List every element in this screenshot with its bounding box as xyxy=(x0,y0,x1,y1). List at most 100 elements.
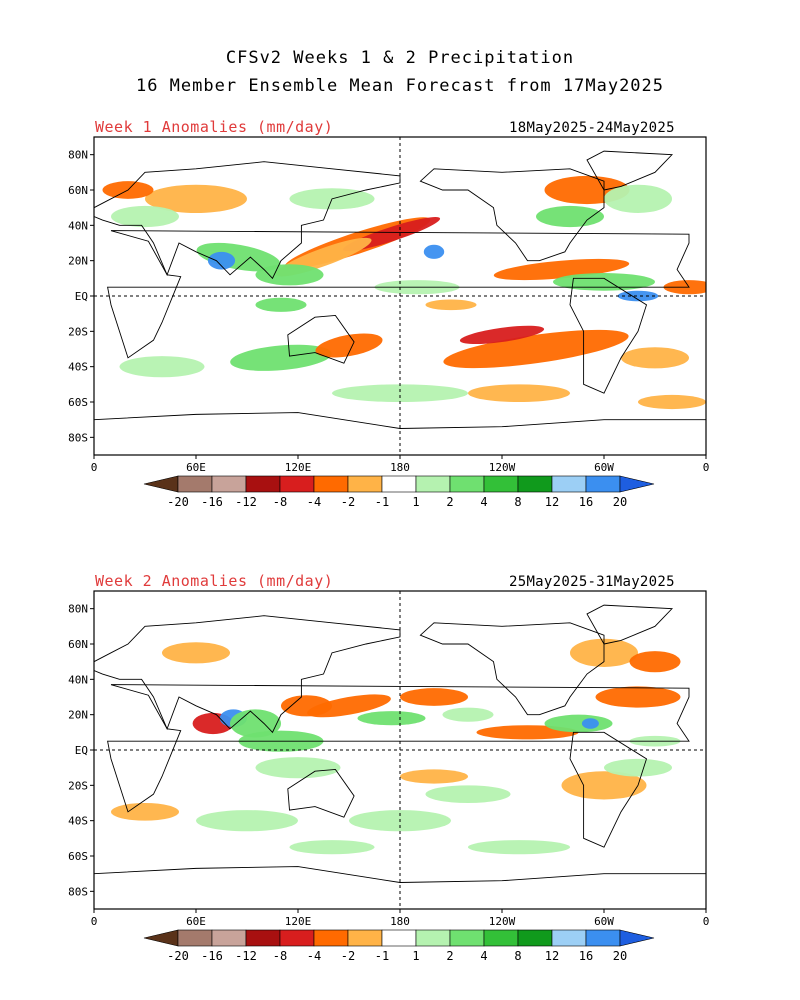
anomaly-region xyxy=(544,714,613,733)
anomaly-region xyxy=(553,273,655,291)
colorbar-label: 20 xyxy=(613,949,627,963)
colorbar-swatch xyxy=(449,475,485,493)
colorbar-arrow-right xyxy=(619,929,655,947)
colorbar-swatch xyxy=(211,929,247,947)
colorbar-label: -16 xyxy=(201,949,223,963)
lon-label: 0 xyxy=(703,915,710,928)
colorbar-label: -1 xyxy=(375,495,389,509)
anomaly-region xyxy=(119,356,205,378)
map-panel-1: 80N 60N 40N 20N EQ 20S 40S 60S 80S 0 60E 120E 180 120… xyxy=(68,136,709,474)
anomaly-region xyxy=(230,709,281,738)
anomaly-region xyxy=(255,264,324,286)
coastline xyxy=(94,866,706,909)
lat-label: 20S xyxy=(68,325,88,338)
colorbar-swatch xyxy=(211,475,247,493)
week1-dates: 18May2025-24May2025 xyxy=(509,120,675,136)
coastline xyxy=(569,731,648,848)
coastline xyxy=(419,622,605,716)
anomaly-region xyxy=(425,785,511,804)
colorbar-swatch xyxy=(517,475,553,493)
anomaly-region xyxy=(629,651,681,673)
colorbar-label: -1 xyxy=(375,949,389,963)
lat-label: 20S xyxy=(68,779,88,792)
colorbar-arrow-right xyxy=(619,475,655,493)
colorbar-swatch xyxy=(245,929,281,947)
colorbar-swatch xyxy=(381,929,417,947)
anomaly-region xyxy=(111,205,179,228)
lat-label: 40N xyxy=(68,219,88,232)
lon-label: 120E xyxy=(285,461,312,474)
anomaly-region xyxy=(162,642,230,664)
lat-label: 40S xyxy=(68,815,88,828)
lat-label: 60N xyxy=(68,184,88,197)
colorbar-label: -8 xyxy=(273,495,287,509)
anomaly-region xyxy=(196,810,298,832)
colorbar-label: -2 xyxy=(341,949,355,963)
chart-title-line2: 16 Member Ensemble Mean Forecast from 17… xyxy=(135,76,665,96)
map-panel-2: 80N 60N 40N 20N EQ 20S 40S 60S 80S 0 60E 120E 180 120… xyxy=(68,590,710,928)
colorbar-swatch xyxy=(279,929,315,947)
colorbar-swatch xyxy=(551,929,587,947)
anomaly-region xyxy=(621,347,689,369)
lat-label: 60S xyxy=(68,850,88,863)
anomaly-region xyxy=(400,769,468,784)
chart-title-line1: CFSv2 Weeks 1 & 2 Precipitation xyxy=(225,48,575,68)
anomaly-region xyxy=(400,688,468,706)
anomaly-region xyxy=(638,394,706,410)
lon-label: 60W xyxy=(594,461,614,474)
colorbar-label: -20 xyxy=(167,495,189,509)
anomaly-region xyxy=(604,184,672,213)
colorbar-swatch xyxy=(585,475,621,493)
coastline xyxy=(107,230,690,359)
lon-label: 60E xyxy=(186,915,206,928)
colorbar-swatch xyxy=(415,475,451,493)
lat-label: 40N xyxy=(68,673,88,686)
lon-label: 0 xyxy=(91,461,98,474)
anomaly-region xyxy=(423,244,445,259)
colorbar-swatch xyxy=(415,929,451,947)
anomaly-region xyxy=(425,299,477,311)
lat-label: 80N xyxy=(68,603,88,616)
colorbar-1: -20 -16 -12 -8 -4 -2 -1 1 2 4 8 12 16 20 xyxy=(143,475,655,509)
colorbar-label: 4 xyxy=(480,949,487,963)
anomaly-region xyxy=(536,205,604,228)
colorbar-label: 12 xyxy=(545,949,559,963)
anomaly-region xyxy=(332,384,468,402)
lon-label: 120W xyxy=(489,461,516,474)
colorbar-label: -2 xyxy=(341,495,355,509)
colorbar-swatch xyxy=(483,929,519,947)
colorbar-swatch xyxy=(483,475,519,493)
coastline xyxy=(287,768,355,818)
colorbar-label: -4 xyxy=(307,495,321,509)
week2-dates: 25May2025-31May2025 xyxy=(509,574,675,590)
colorbar-label: -12 xyxy=(235,495,257,509)
coastline xyxy=(94,412,706,455)
anomaly-region xyxy=(315,333,383,358)
colorbar-swatch xyxy=(381,475,417,493)
colorbar-swatch xyxy=(449,929,485,947)
colorbar-swatch xyxy=(245,475,281,493)
week1-label: Week 1 Anomalies (mm/day) xyxy=(95,118,334,136)
colorbar-label: 12 xyxy=(545,495,559,509)
anomaly-region xyxy=(442,707,494,722)
anomaly-field xyxy=(94,150,706,455)
colorbar-swatch xyxy=(177,475,213,493)
coastline xyxy=(419,168,605,262)
anomaly-region xyxy=(289,840,375,855)
lat-label: 20N xyxy=(68,255,88,268)
colorbar-label: -16 xyxy=(201,495,223,509)
anomaly-region xyxy=(307,694,391,718)
lat-label: 80S xyxy=(68,885,88,898)
anomaly-region xyxy=(604,758,672,777)
anomaly-region xyxy=(111,803,179,821)
anomaly-region xyxy=(357,711,426,726)
colorbar-swatch xyxy=(313,475,349,493)
colorbar-label: 8 xyxy=(514,949,521,963)
colorbar-label: -20 xyxy=(167,949,189,963)
anomaly-region xyxy=(230,344,332,371)
colorbar-swatch xyxy=(313,929,349,947)
lon-label: 120W xyxy=(489,915,516,928)
anomaly-region xyxy=(207,251,236,270)
coastline xyxy=(287,314,355,364)
